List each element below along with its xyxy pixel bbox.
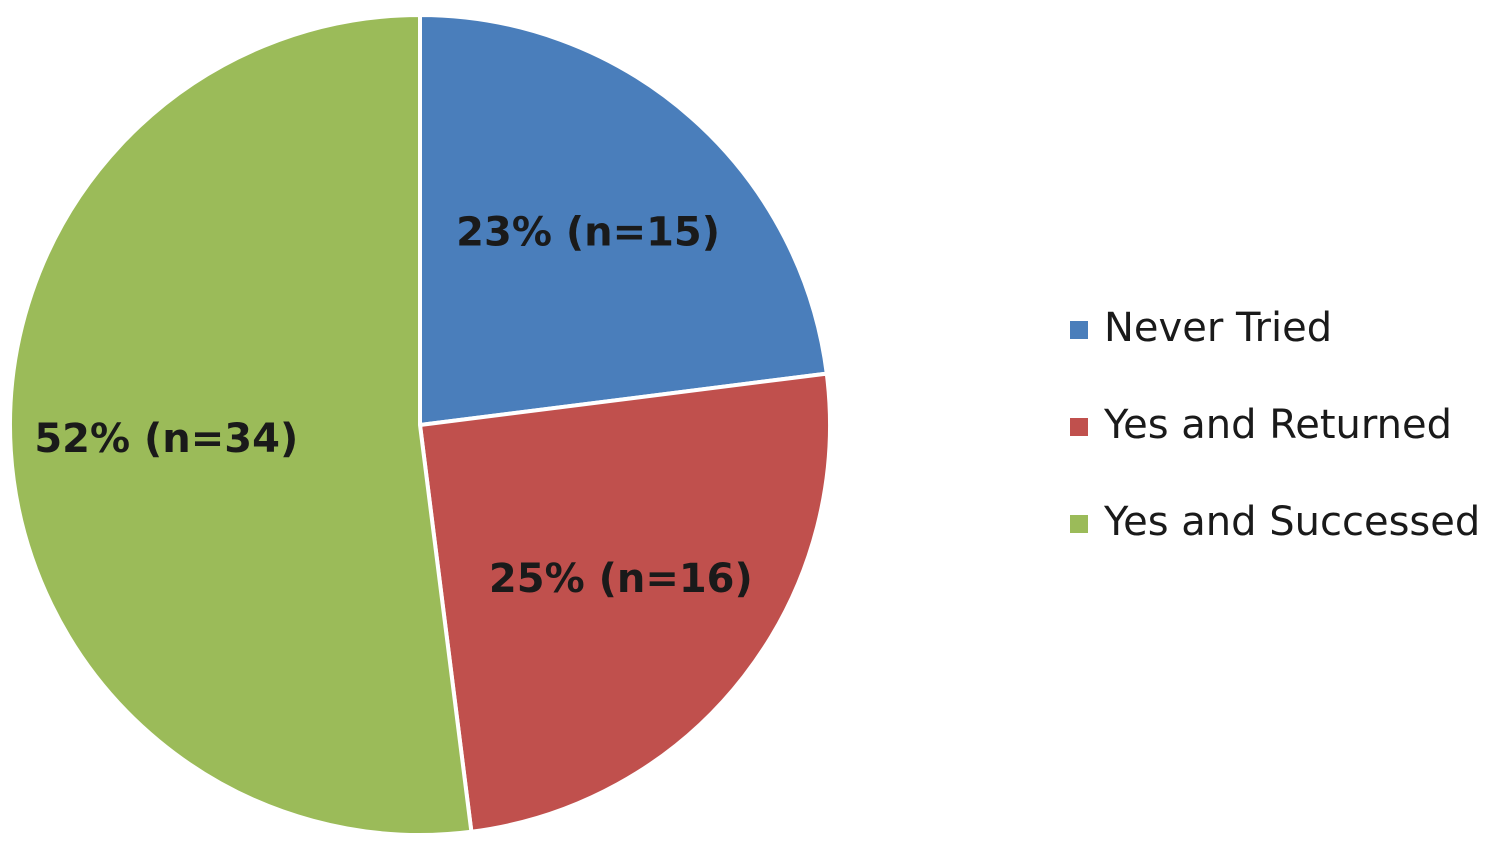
data-label: 52% (n=34) bbox=[34, 416, 298, 462]
legend-label: Never Tried bbox=[1104, 305, 1332, 351]
legend-swatch bbox=[1070, 321, 1088, 339]
pie-slice bbox=[8, 12, 474, 837]
legend-label: Yes and Returned bbox=[1103, 402, 1452, 448]
data-label: 25% (n=16) bbox=[489, 556, 753, 602]
pie-slice bbox=[417, 371, 832, 835]
data-label: 23% (n=15) bbox=[456, 209, 720, 255]
legend-label: Yes and Successed bbox=[1103, 499, 1480, 545]
pie-slice bbox=[418, 12, 830, 428]
legend-swatch bbox=[1070, 515, 1088, 533]
legend-swatch bbox=[1070, 418, 1088, 436]
